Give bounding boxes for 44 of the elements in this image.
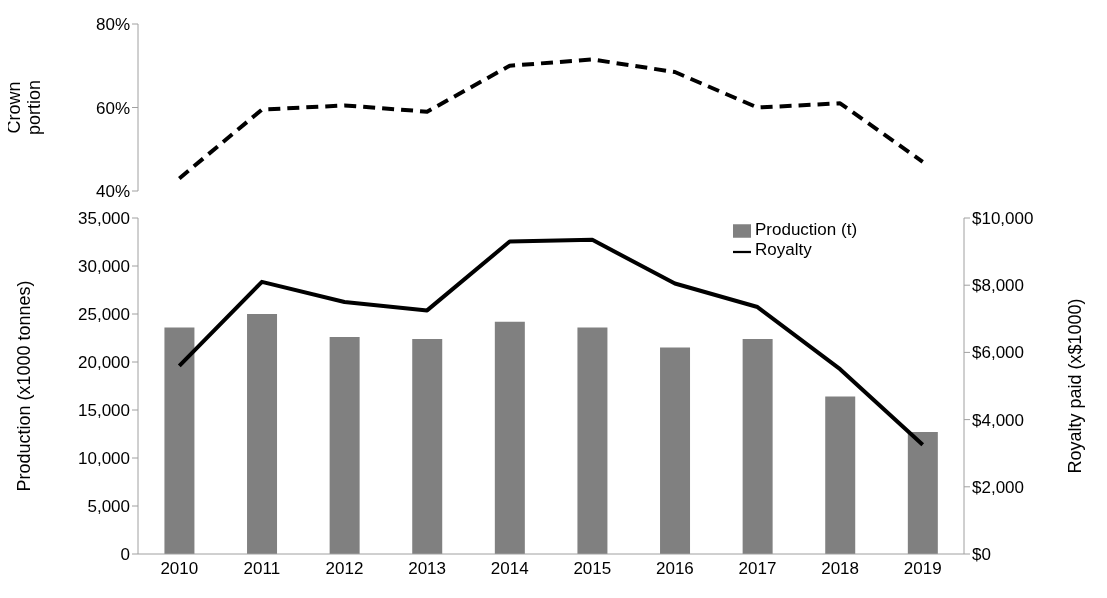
legend-label: Production (t) — [755, 220, 858, 239]
x-tick-label: 2018 — [821, 559, 860, 579]
y-tick-label: 15,000 — [78, 401, 130, 421]
y-axis-title: Production (x1000 tonnes) — [14, 280, 34, 492]
y-tick-label: 60% — [95, 98, 130, 118]
bar — [660, 347, 691, 554]
x-tick-label: 2012 — [325, 559, 364, 579]
y-tick-label: 25,000 — [78, 305, 130, 325]
bar — [247, 314, 278, 554]
bar — [164, 327, 195, 554]
x-tick-label: 2015 — [573, 559, 612, 579]
y-tick-label: 20,000 — [78, 353, 130, 373]
y-tick-label: 10,000 — [78, 449, 130, 469]
line-series — [177, 237, 925, 447]
x-tick-label: 2010 — [160, 559, 199, 579]
y2-tick-label: $4,000 — [972, 410, 1024, 430]
legend-label: Royalty — [755, 240, 812, 260]
y-tick-label: 40% — [95, 182, 130, 202]
bar — [742, 338, 773, 554]
x-tick-label: 2011 — [243, 559, 281, 579]
x-tick-label: 2019 — [903, 559, 942, 579]
y-tick-label: 35,000 — [78, 209, 130, 229]
y2-tick-label: $2,000 — [972, 477, 1024, 497]
y2-tick-label: $10,000 — [972, 209, 1034, 229]
x-tick-label: 2014 — [490, 559, 529, 579]
bar — [412, 338, 443, 554]
bar — [825, 396, 856, 554]
bar — [577, 327, 608, 554]
y-tick-label: 0 — [120, 545, 130, 565]
y-tick-label: 80% — [95, 15, 130, 35]
y-tick-label: 5,000 — [87, 497, 130, 517]
y2-tick-label: $8,000 — [972, 276, 1024, 296]
bar — [494, 321, 525, 554]
bar — [329, 337, 360, 554]
y-axis-title: Crown portion — [4, 79, 44, 136]
y-tick-label: 30,000 — [78, 257, 130, 277]
y2-tick-label: $6,000 — [972, 343, 1024, 363]
y2-tick-label: $0 — [972, 545, 991, 565]
x-tick-label: 2017 — [738, 559, 777, 579]
line-series — [177, 57, 925, 181]
x-tick-label: 2016 — [655, 559, 694, 579]
bar — [907, 432, 938, 554]
x-tick-label: 2013 — [408, 559, 447, 579]
y2-axis-title: Royalty paid (x$1000) — [1065, 298, 1085, 474]
